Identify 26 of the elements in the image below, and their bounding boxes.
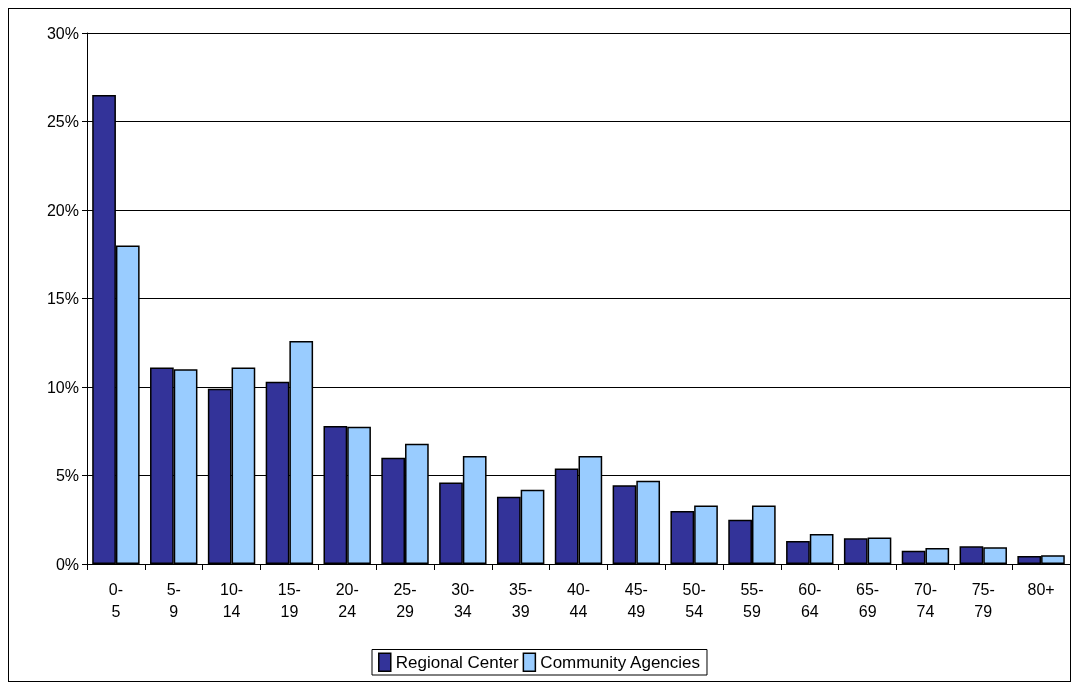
x-tick-label: 30-34 <box>451 580 475 620</box>
x-tick-label: 25-29 <box>393 580 417 620</box>
x-tick-label: 10-14 <box>220 580 244 620</box>
legend-label: Regional Center <box>395 652 519 672</box>
x-tick-label: 60-64 <box>798 580 822 620</box>
y-tick-label: 10% <box>46 378 79 396</box>
x-tick-label: 45-49 <box>624 580 648 620</box>
legend-label: Community Agencies <box>540 652 701 672</box>
y-tick-label: 20% <box>46 201 79 219</box>
x-tick-label: 55-59 <box>740 580 764 620</box>
x-tick-label: 20-24 <box>335 580 359 620</box>
y-tick-label: 25% <box>46 113 79 130</box>
x-tick-label: 50-54 <box>682 580 706 620</box>
x-tick-label: 15-19 <box>277 580 301 620</box>
x-tick-label: 40-44 <box>566 580 591 620</box>
y-tick-label: 5% <box>55 467 79 484</box>
x-tick-label: 35-39 <box>509 580 533 620</box>
x-tick-label: 80+ <box>1027 580 1055 598</box>
x-tick-label: 65-69 <box>856 580 880 620</box>
y-tick-label: 15% <box>46 290 79 307</box>
y-tick-label: 0% <box>55 555 79 573</box>
x-tick-label: 0-5 <box>108 580 124 620</box>
x-tick-label: 75-79 <box>971 580 995 620</box>
y-tick-label: 30% <box>46 24 79 42</box>
x-tick-label: 70-74 <box>913 580 937 620</box>
x-tick-label: 5-9 <box>166 580 181 620</box>
